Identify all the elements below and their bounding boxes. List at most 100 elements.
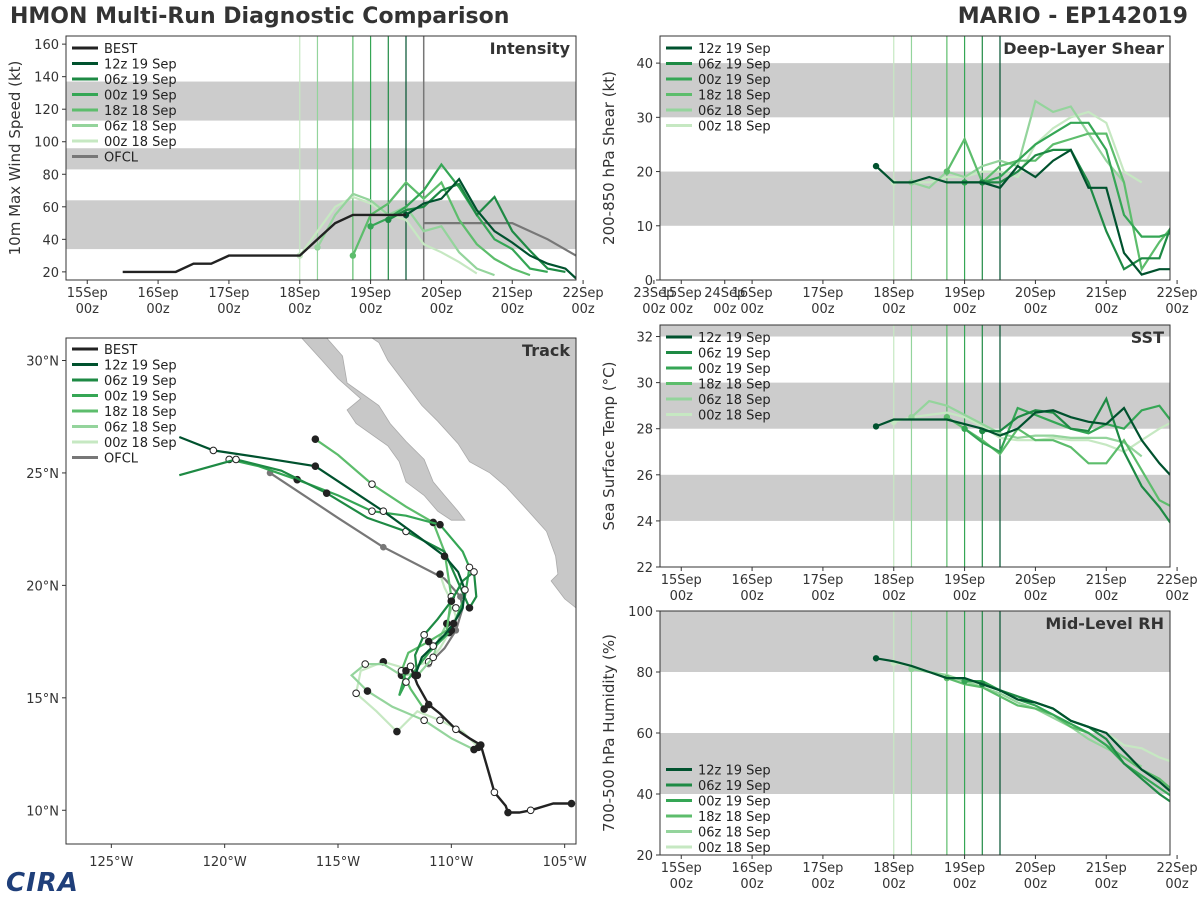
plot-frame bbox=[659, 35, 1171, 281]
x-tick-label: 21Sep bbox=[492, 286, 533, 301]
threshold-band bbox=[660, 733, 1170, 794]
legend-label: OFCL bbox=[104, 452, 139, 467]
x-tick-label-hour: 00z bbox=[953, 589, 977, 604]
run-line bbox=[910, 399, 1143, 458]
x-tick-label-hour: 00z bbox=[642, 302, 666, 317]
y-tick-label: 100 bbox=[34, 136, 59, 151]
x-tick-label: 19Sep bbox=[350, 286, 391, 301]
x-tick-label-hour: 00z bbox=[359, 302, 383, 317]
track-point bbox=[429, 642, 438, 650]
best-track bbox=[409, 665, 572, 814]
threshold-band bbox=[660, 474, 1170, 521]
legend-label: 00z 18 Sep bbox=[104, 436, 177, 451]
best-point bbox=[424, 700, 433, 709]
lat-tick-label: 30°N bbox=[26, 354, 59, 369]
x-tick-label-hour: 00z bbox=[670, 589, 694, 604]
run-line bbox=[963, 404, 1170, 454]
legend-label: 06z 18 Sep bbox=[698, 104, 771, 119]
x-tick-label-hour: 00z bbox=[1024, 877, 1048, 892]
track-point bbox=[436, 520, 444, 529]
run-line bbox=[982, 396, 1170, 525]
legend-label: 00z 18 Sep bbox=[698, 120, 771, 135]
x-tick-label-hour: 00z bbox=[713, 302, 737, 317]
ofcl-line bbox=[423, 222, 576, 257]
y-tick-label: 160 bbox=[34, 38, 59, 53]
run-track bbox=[179, 458, 478, 676]
y-axis-label: 700-500 hPa Humidity (%) bbox=[600, 634, 618, 832]
y-tick-label: 60 bbox=[42, 201, 59, 216]
legend-label: BEST bbox=[104, 343, 137, 358]
legend-label: 12z 19 Sep bbox=[104, 359, 177, 374]
x-tick-label: 21Sep bbox=[1086, 286, 1127, 301]
y-tick-label: 30 bbox=[636, 377, 653, 392]
plot-area bbox=[660, 325, 1170, 567]
lat-tick-label: 15°N bbox=[26, 692, 59, 707]
legend-label: 06z 19 Sep bbox=[104, 374, 177, 389]
rh-panel: 2040608010015Sep00z16Sep00z17Sep00z18Sep… bbox=[600, 605, 1198, 892]
legend-label: 06z 19 Sep bbox=[698, 58, 771, 73]
run-track bbox=[178, 435, 467, 676]
legend-label: 12z 19 Sep bbox=[698, 764, 771, 779]
x-tick-label-hour: 00z bbox=[1165, 877, 1189, 892]
lat-tick-label: 10°N bbox=[26, 804, 59, 819]
y-tick-label: 40 bbox=[636, 57, 653, 72]
x-tick-label: 15Sep bbox=[661, 861, 702, 876]
track-point bbox=[465, 604, 474, 612]
x-tick-label-hour: 00z bbox=[1165, 589, 1189, 604]
track-point bbox=[322, 489, 331, 497]
figure-title: HMON Multi-Run Diagnostic Comparison bbox=[10, 4, 510, 29]
legend-label: 06z 18 Sep bbox=[698, 393, 771, 408]
x-tick-label: 22Sep bbox=[1157, 286, 1198, 301]
x-tick-label-hour: 00z bbox=[670, 877, 694, 892]
legend-label: 12z 19 Sep bbox=[698, 331, 771, 346]
run-start-marker bbox=[872, 423, 880, 430]
plot-area bbox=[660, 611, 1170, 855]
x-tick-label: 21Sep bbox=[1086, 861, 1127, 876]
ofcl-point bbox=[380, 543, 387, 551]
x-tick-label: 19Sep bbox=[944, 286, 985, 301]
track-point bbox=[424, 637, 433, 646]
legend-label: 00z 19 Sep bbox=[698, 73, 771, 88]
best-point bbox=[567, 799, 576, 808]
track-point bbox=[311, 462, 320, 470]
run-start-marker bbox=[385, 216, 392, 224]
legend-label: 00z 18 Sep bbox=[698, 409, 771, 424]
x-tick-label: 15Sep bbox=[661, 573, 702, 588]
x-tick-label-hour: 00z bbox=[740, 589, 764, 604]
run-start-marker bbox=[872, 162, 880, 170]
ofcl-point bbox=[457, 593, 464, 600]
run-start-marker bbox=[349, 252, 357, 259]
plot-frame bbox=[65, 35, 577, 281]
y-tick-label: 26 bbox=[636, 469, 653, 484]
legend-label: 06z 18 Sep bbox=[698, 826, 771, 841]
track-point bbox=[363, 687, 372, 695]
x-tick-label-hour: 00z bbox=[76, 302, 100, 317]
legend-label: 06z 18 Sep bbox=[104, 120, 177, 135]
panel-title: Mid-Level RH bbox=[1045, 614, 1164, 633]
lon-tick-label: 105°W bbox=[543, 855, 587, 870]
land-mass bbox=[301, 338, 466, 521]
best-point bbox=[477, 741, 485, 749]
x-tick-label-hour: 00z bbox=[571, 302, 595, 317]
panel-title: Track bbox=[522, 341, 570, 360]
x-tick-label: 16Sep bbox=[732, 861, 773, 876]
map-frame bbox=[65, 337, 577, 845]
x-tick-label: 17Sep bbox=[208, 286, 249, 301]
track-point bbox=[461, 586, 469, 594]
x-tick-label: 15Sep bbox=[67, 286, 108, 301]
x-tick-label-hour: 00z bbox=[1095, 877, 1119, 892]
legend-label: 00z 19 Sep bbox=[104, 89, 177, 104]
run-line bbox=[893, 110, 1143, 184]
storm-id: MARIO - EP142019 bbox=[957, 4, 1188, 29]
x-tick-label-hour: 00z bbox=[882, 589, 906, 604]
threshold-band bbox=[660, 63, 1170, 118]
legend-label: 06z 19 Sep bbox=[104, 73, 177, 88]
x-tick-label-hour: 00z bbox=[430, 302, 454, 317]
legend-label: OFCL bbox=[104, 151, 139, 166]
track-point bbox=[209, 446, 218, 455]
threshold-band bbox=[66, 81, 576, 121]
run-line bbox=[911, 667, 1143, 768]
lon-tick-label: 115°W bbox=[316, 855, 360, 870]
x-tick-label: 22Sep bbox=[563, 286, 604, 301]
x-tick-label-hour: 00z bbox=[670, 302, 694, 317]
